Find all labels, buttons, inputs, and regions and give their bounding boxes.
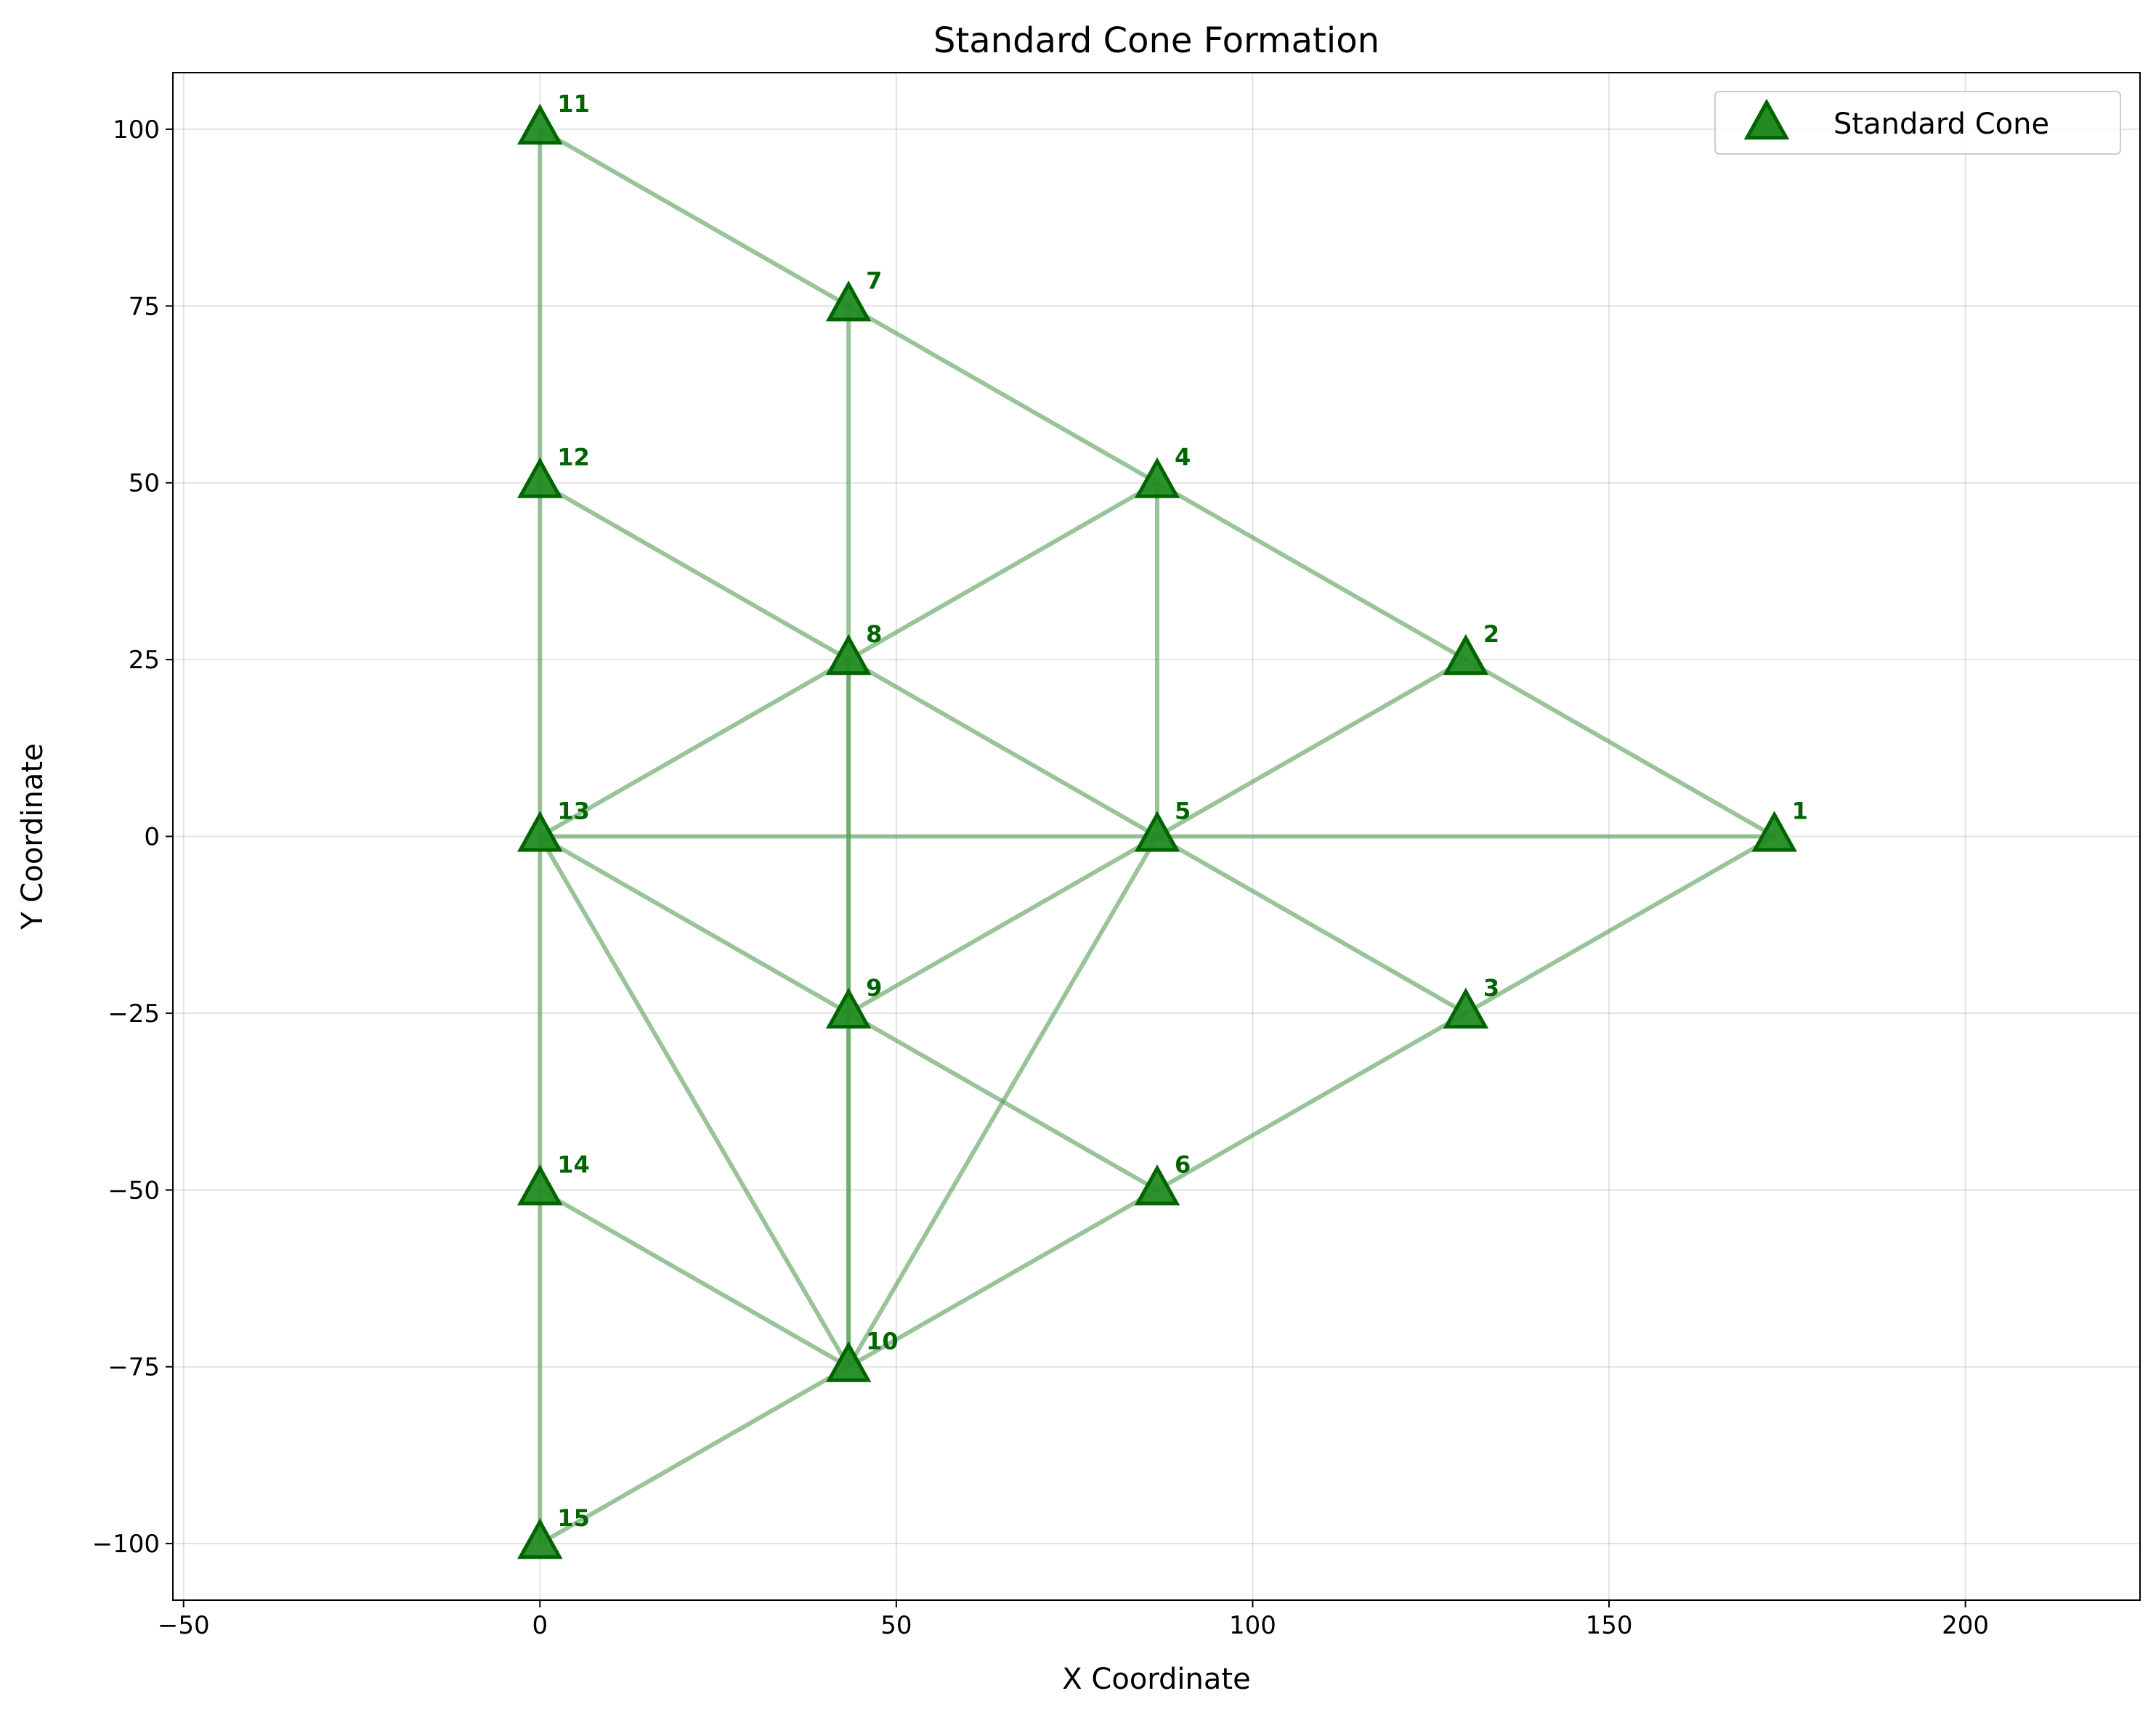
x-tick-label: 100 bbox=[1229, 1611, 1276, 1640]
connection-4-7 bbox=[846, 304, 1159, 485]
connection-2-5 bbox=[1154, 657, 1468, 839]
y-tick-label: −100 bbox=[92, 1530, 160, 1559]
connection-lines bbox=[538, 126, 1777, 1546]
y-tick-label: 100 bbox=[113, 115, 160, 145]
y-tick-label: −25 bbox=[108, 999, 160, 1029]
connection-8-12 bbox=[538, 480, 851, 662]
legend-entry-standard-cone: Standard Cone bbox=[1833, 108, 2049, 141]
cone-marker-4 bbox=[1134, 457, 1180, 498]
legend-box bbox=[1714, 91, 2121, 155]
connection-1-3 bbox=[1463, 834, 1777, 1015]
point-label-12: 12 bbox=[557, 444, 590, 471]
point-label-3: 3 bbox=[1483, 974, 1499, 1002]
cone-marker-14 bbox=[517, 1164, 563, 1206]
x-tick-label: 0 bbox=[532, 1611, 548, 1640]
cone-marker-8 bbox=[825, 633, 872, 676]
connection-2-4 bbox=[1154, 480, 1468, 662]
cone-marker-9 bbox=[825, 987, 872, 1029]
cone-marker-10 bbox=[825, 1341, 872, 1382]
point-label-5: 5 bbox=[1175, 798, 1191, 825]
y-tick-label: 0 bbox=[144, 823, 160, 852]
point-label-9: 9 bbox=[866, 974, 882, 1002]
connection-10-13 bbox=[538, 834, 851, 1369]
x-tick-label: 50 bbox=[880, 1611, 912, 1640]
point-label-15: 15 bbox=[557, 1504, 590, 1532]
y-tick-label: −50 bbox=[108, 1176, 160, 1205]
legend-marker-icon bbox=[1743, 98, 1790, 140]
point-label-14: 14 bbox=[557, 1151, 590, 1178]
cone-marker-3 bbox=[1443, 987, 1489, 1029]
point-label-10: 10 bbox=[866, 1328, 899, 1355]
cone-marker-13 bbox=[517, 811, 563, 852]
cone-marker-7 bbox=[825, 280, 872, 322]
y-tick-label: 25 bbox=[129, 646, 160, 675]
y-tick-label: −75 bbox=[108, 1353, 160, 1382]
point-label-8: 8 bbox=[866, 620, 882, 648]
x-tick-label: −50 bbox=[158, 1611, 210, 1640]
connection-8-13 bbox=[538, 657, 851, 839]
connection-3-6 bbox=[1154, 1010, 1468, 1193]
connection-10-14 bbox=[538, 1188, 851, 1369]
legend: Standard Cone bbox=[1714, 91, 2121, 155]
point-label-1: 1 bbox=[1792, 798, 1808, 825]
y-axis-label: Y Coordinate bbox=[16, 743, 49, 930]
cone-markers bbox=[517, 103, 1797, 1559]
point-label-6: 6 bbox=[1175, 1151, 1191, 1178]
point-label-4: 4 bbox=[1175, 444, 1191, 471]
y-axis-ticks: −100 −75 −50 −25 0 25 50 75 100 bbox=[92, 115, 173, 1559]
cone-marker-5 bbox=[1134, 811, 1180, 852]
y-tick-label: 50 bbox=[129, 469, 160, 498]
connection-1-2 bbox=[1463, 657, 1777, 839]
point-label-7: 7 bbox=[866, 267, 882, 294]
connection-4-8 bbox=[846, 480, 1159, 662]
x-axis-label: X Coordinate bbox=[1062, 1663, 1250, 1696]
connection-5-9 bbox=[846, 834, 1159, 1015]
cone-marker-11 bbox=[517, 103, 563, 145]
point-label-11: 11 bbox=[557, 90, 590, 118]
x-tick-label: 200 bbox=[1942, 1611, 1989, 1640]
x-axis-ticks: −50 0 50 100 150 200 bbox=[158, 1600, 1989, 1640]
connection-9-13 bbox=[538, 834, 851, 1015]
x-tick-label: 150 bbox=[1586, 1611, 1633, 1640]
connection-5-8 bbox=[846, 657, 1159, 839]
connection-6-9 bbox=[846, 1010, 1159, 1193]
connection-7-11 bbox=[538, 126, 851, 309]
connection-10-15 bbox=[538, 1364, 851, 1546]
y-tick-label: 75 bbox=[129, 292, 160, 321]
cone-marker-15 bbox=[517, 1517, 563, 1559]
chart-title: Standard Cone Formation bbox=[933, 20, 1379, 61]
connection-3-5 bbox=[1154, 834, 1468, 1015]
cone-marker-6 bbox=[1134, 1164, 1180, 1206]
cone-marker-1 bbox=[1751, 811, 1797, 852]
connection-6-10 bbox=[846, 1188, 1159, 1369]
point-label-2: 2 bbox=[1483, 620, 1499, 648]
cone-marker-12 bbox=[517, 457, 563, 498]
cone-marker-2 bbox=[1443, 633, 1489, 676]
point-label-13: 13 bbox=[557, 798, 590, 825]
